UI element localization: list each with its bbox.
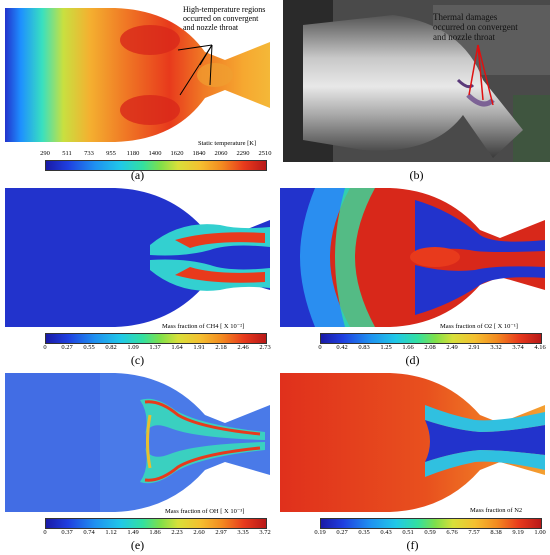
panel-f: Mass fraction of N2 0.19 0.27 0.35 0.43 0.51… [275,370,550,555]
panel-b-annotation: Thermal damages occurred on convergent a… [433,12,518,42]
colorbar-tick: 2060 [214,150,228,157]
colorbar-tick: 511 [62,150,72,157]
n2-contour [280,373,545,512]
colorbar-tick: 2.91 [468,344,480,351]
colorbar-tick: 0.27 [336,529,348,536]
colorbar-tick: 1.37 [149,344,161,351]
colorbar-tick: 1.66 [402,344,414,351]
temperature-contour [5,8,270,142]
colorbar-tick: 2.49 [446,344,458,351]
panel-f-colorbar-ticks: 0.19 0.27 0.35 0.43 0.51 0.59 6.76 7.57 8.38 9.19… [314,529,546,538]
colorbar-tick: 3.32 [490,344,502,351]
panel-c-colorbar-title: Mass fraction of CH4 [ X 10⁻²] [162,323,245,330]
panel-a-letter: (a) [130,168,145,182]
o2-contour [280,188,545,327]
panel-a-colorbar-ticks: 290 511 733 955 1180 1400 1620 1840 2060 2290 2510 [40,150,272,159]
panel-c-letter: (c) [130,353,145,367]
colorbar-tick: 290 [40,150,50,157]
panel-e-colorbar [45,518,267,529]
colorbar-tick: 1.00 [534,529,546,536]
colorbar-tick: 1840 [192,150,206,157]
panel-b: Thermal damages occurred on convergent a… [283,0,550,185]
colorbar-tick: 4.16 [534,344,546,351]
panel-d: Mass fraction of O2 [ X 10⁻¹] 0 0.42 0.83 1… [275,185,550,370]
colorbar-tick: 2.23 [171,529,183,536]
panel-e-colorbar-title: Mass fraction of OH [ X 10⁻³] [165,508,245,515]
colorbar-tick: 955 [106,150,116,157]
panel-a-annotation: High-temperature regions occurred on con… [183,5,266,32]
colorbar-tick: 0.37 [61,529,73,536]
colorbar-tick: 0 [318,344,322,351]
colorbar-tick: 7.57 [468,529,480,536]
colorbar-tick: 1.25 [380,344,392,351]
colorbar-tick: 1.12 [105,529,117,536]
panel-d-letter: (d) [405,353,420,367]
colorbar-tick: 3.74 [512,344,524,351]
panel-d-colorbar [320,333,542,344]
colorbar-tick: 8.38 [490,529,502,536]
panel-a: High-temperature regions occurred on con… [0,0,275,185]
panel-e-colorbar-ticks: 0 0.37 0.74 1.12 1.49 1.86 2.23 2.60 2.97 3.35 3.7… [40,529,270,538]
colorbar-tick: 1620 [170,150,184,157]
panel-c: Mass fraction of CH4 [ X 10⁻²] 0 0.27 0.55… [0,185,275,370]
colorbar-tick: 0.42 [336,344,348,351]
colorbar-tick: 0.19 [314,529,326,536]
panel-e-letter: (e) [130,538,145,552]
panel-e: Mass fraction of OH [ X 10⁻³] 0 0.37 0.74 1… [0,370,275,555]
colorbar-tick: 0.55 [83,344,95,351]
colorbar-tick: 2.73 [259,344,271,351]
colorbar-tick: 1180 [126,150,140,157]
panel-f-letter: (f) [406,538,419,552]
panel-c-colorbar-ticks: 0 0.27 0.55 0.82 1.09 1.37 1.64 1.91 2.18 2.46 2.7… [40,344,270,353]
panel-f-colorbar-title: Mass fraction of N2 [470,507,523,514]
colorbar-tick: 3.72 [259,529,271,536]
colorbar-tick: 0 [43,529,47,536]
colorbar-tick: 6.76 [446,529,458,536]
colorbar-tick: 0.83 [358,344,370,351]
oh-contour [5,373,270,512]
colorbar-tick: 0.35 [358,529,370,536]
colorbar-tick: 2290 [236,150,250,157]
colorbar-tick: 9.19 [512,529,524,536]
colorbar-tick: 0.27 [61,344,73,351]
colorbar-tick: 0.82 [105,344,117,351]
nozzle-photo [283,0,550,162]
colorbar-tick: 1.49 [127,529,139,536]
panel-a-colorbar-title: Static temperature [K] [198,140,257,147]
panel-a-colorbar [45,160,267,171]
colorbar-tick: 1.09 [127,344,139,351]
colorbar-tick: 0.59 [424,529,436,536]
panel-d-colorbar-title: Mass fraction of O2 [ X 10⁻¹] [440,323,518,330]
colorbar-tick: 0.51 [402,529,414,536]
colorbar-tick: 733 [84,150,94,157]
colorbar-tick: 0.43 [380,529,392,536]
panel-f-colorbar [320,518,542,529]
colorbar-tick: 3.35 [237,529,249,536]
colorbar-tick: 1.91 [193,344,205,351]
colorbar-tick: 1.86 [149,529,161,536]
colorbar-tick: 0 [43,344,47,351]
panel-c-colorbar [45,333,267,344]
colorbar-tick: 1.64 [171,344,183,351]
colorbar-tick: 2.18 [215,344,227,351]
colorbar-tick: 0.74 [83,529,95,536]
colorbar-tick: 2.60 [193,529,205,536]
colorbar-tick: 1400 [148,150,162,157]
colorbar-tick: 2.97 [215,529,227,536]
ch4-contour [5,188,270,327]
colorbar-tick: 2.46 [237,344,249,351]
colorbar-tick: 2510 [258,150,272,157]
colorbar-tick: 2.08 [424,344,436,351]
panel-d-colorbar-ticks: 0 0.42 0.83 1.25 1.66 2.08 2.49 2.91 3.32 3.74 4.1… [315,344,545,353]
panel-b-letter: (b) [409,168,424,182]
